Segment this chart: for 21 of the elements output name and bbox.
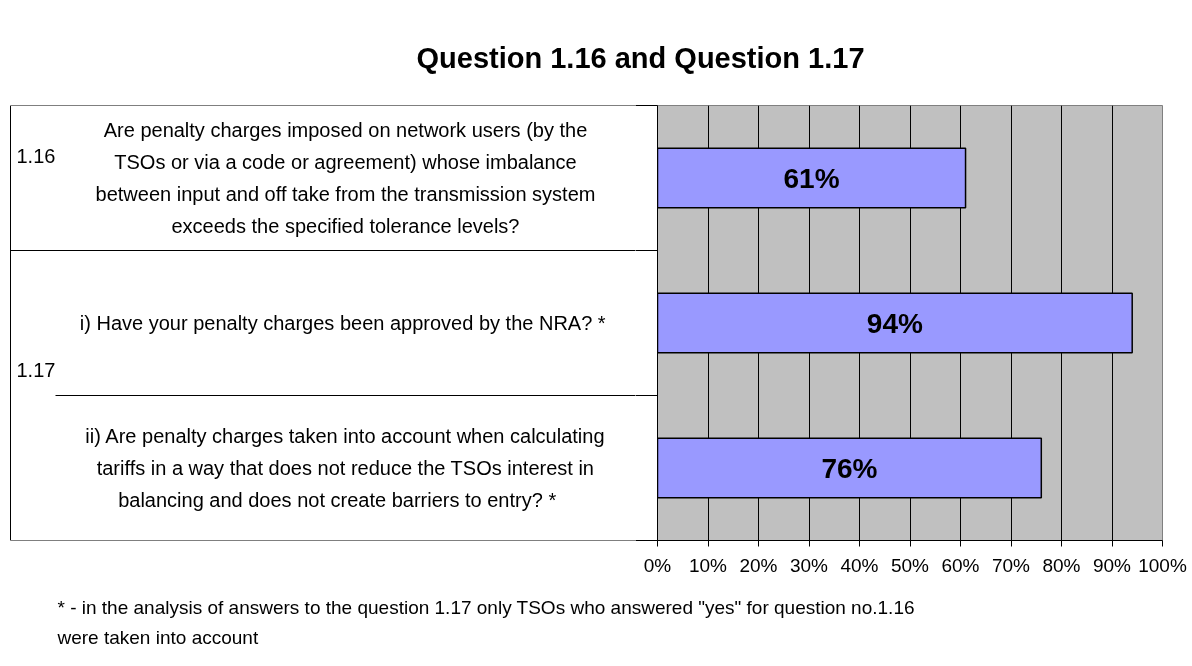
x-tick-label: 0% <box>643 554 672 576</box>
data-label: 76% <box>821 452 878 484</box>
x-tick-label: 50% <box>890 554 930 576</box>
x-tick-label: 60% <box>941 554 980 576</box>
text: 1.17 <box>16 358 56 381</box>
x-tick-label: 90% <box>1092 554 1132 576</box>
text: 1.16 <box>16 144 56 167</box>
y-tick-label: Are penalty charges imposed on network users (by the TSOs or via a code or agreement) whose imbalance between input and off take from the transmission system exceeds the specified tolerance levels? <box>95 119 596 237</box>
text: * - in the analysis of answers to the question 1.17 only TSOs who answered "yes" for question no.1.16 were taken into account <box>56 596 915 648</box>
data-label: 94% <box>866 307 923 339</box>
y-tick-label: i) Have your penalty charges been approved by the NRA? * <box>79 312 606 334</box>
x-tick-label: 10% <box>688 554 728 576</box>
x-tick-label: 40% <box>840 554 879 576</box>
y-tick-label: ii) Are penalty charges taken into account when calculating tariffs in a way that does not reduce the TSOs interest in balancing and does not create barriers to entry? * <box>85 425 605 511</box>
chart-title: Question 1.16 and Question 1.17 <box>416 41 865 74</box>
x-tick-label: 70% <box>991 554 1031 576</box>
x-tick-label: 20% <box>739 554 778 576</box>
data-label: 61% <box>783 162 840 194</box>
x-tick-label: 80% <box>1042 554 1081 576</box>
x-tick-label: 30% <box>789 554 829 576</box>
x-tick-label: 100% <box>1138 554 1187 576</box>
